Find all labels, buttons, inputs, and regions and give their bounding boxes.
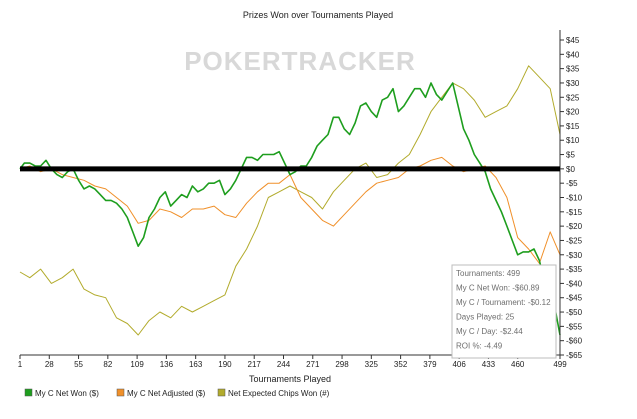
tooltip-line: My C Net Won: -$60.89 bbox=[456, 284, 540, 293]
y-tick-label: -$15 bbox=[566, 208, 583, 217]
watermark-text: POKERTRACKER bbox=[184, 46, 416, 76]
series-line-0 bbox=[19, 82, 561, 336]
y-tick-label: $40 bbox=[566, 50, 580, 59]
y-tick-label: $5 bbox=[566, 151, 575, 160]
legend-item-0[interactable]: My C Net Won ($) bbox=[24, 388, 99, 398]
x-tick-label: 271 bbox=[306, 360, 320, 369]
x-tick-label: 190 bbox=[218, 360, 232, 369]
x-tick-label: 499 bbox=[553, 360, 567, 369]
x-tick-label: 298 bbox=[335, 360, 349, 369]
legend-label: My C Net Adjusted ($) bbox=[127, 389, 206, 398]
y-tick-label: -$5 bbox=[566, 179, 578, 188]
y-tick-label: -$45 bbox=[566, 294, 583, 303]
y-tick-label: $45 bbox=[566, 36, 580, 45]
y-tick-label: -$40 bbox=[566, 279, 583, 288]
x-tick-label: 406 bbox=[452, 360, 466, 369]
series-line-2 bbox=[19, 65, 561, 336]
y-tick-label: -$50 bbox=[566, 308, 583, 317]
legend-swatch bbox=[217, 388, 226, 397]
y-tick-label: -$30 bbox=[566, 251, 583, 260]
x-tick-label: 82 bbox=[103, 360, 112, 369]
x-tick-label: 55 bbox=[74, 360, 83, 369]
y-tick-label: $25 bbox=[566, 93, 580, 102]
y-tick-label: $35 bbox=[566, 65, 580, 74]
legend-item-1[interactable]: My C Net Adjusted ($) bbox=[116, 388, 206, 398]
x-tick-label: 136 bbox=[160, 360, 174, 369]
x-tick-label: 109 bbox=[130, 360, 144, 369]
tooltip-box bbox=[451, 264, 557, 359]
y-tick-label: -$25 bbox=[566, 236, 583, 245]
x-tick-label: 325 bbox=[365, 360, 379, 369]
y-tick-label: -$20 bbox=[566, 222, 583, 231]
y-tick-label: $0 bbox=[566, 165, 575, 174]
tooltip-line: My C / Tournament: -$0.12 bbox=[456, 298, 551, 307]
tooltip: Tournaments: 499 My C Net Won: -$60.89 My … bbox=[451, 264, 557, 359]
y-tick-label: -$55 bbox=[566, 322, 583, 331]
x-tick-label: 244 bbox=[277, 360, 291, 369]
chart-title: Prizes Won over Tournaments Played bbox=[243, 10, 393, 20]
legend-swatch bbox=[116, 388, 125, 397]
tooltip-line: Tournaments: 499 bbox=[456, 269, 521, 278]
x-tick-label: 163 bbox=[189, 360, 203, 369]
x-tick-label: 352 bbox=[394, 360, 408, 369]
legend-label: My C Net Won ($) bbox=[35, 389, 99, 398]
y-tick-label: $15 bbox=[566, 122, 580, 131]
y-tick-label: -$35 bbox=[566, 265, 583, 274]
y-tick-label: $30 bbox=[566, 79, 580, 88]
y-tick-label: -$65 bbox=[566, 351, 583, 360]
legend-item-2[interactable]: Net Expected Chips Won (#) bbox=[217, 388, 330, 398]
x-axis-title: Tournaments Played bbox=[249, 374, 331, 384]
x-tick-label: 1 bbox=[18, 360, 23, 369]
x-tick-label: 379 bbox=[423, 360, 437, 369]
y-tick-label: -$10 bbox=[566, 194, 583, 203]
x-tick-label: 433 bbox=[482, 360, 496, 369]
legend[interactable]: My C Net Won ($) My C Net Adjusted ($) Net… bbox=[24, 388, 330, 398]
y-tick-label: -$60 bbox=[566, 337, 583, 346]
tooltip-line: Days Played: 25 bbox=[456, 313, 515, 322]
tooltip-line: My C / Day: -$2.44 bbox=[456, 327, 523, 336]
y-tick-label: $20 bbox=[566, 108, 580, 117]
y-tick-label: $10 bbox=[566, 136, 580, 145]
tooltip-line: ROI %: -4.49 bbox=[456, 342, 503, 351]
x-tick-label: 28 bbox=[45, 360, 54, 369]
x-tick-label: 217 bbox=[248, 360, 262, 369]
legend-swatch bbox=[24, 388, 33, 397]
legend-label: Net Expected Chips Won (#) bbox=[228, 389, 330, 398]
pokertracker-watermark: POKERTRACKER bbox=[184, 46, 416, 76]
x-tick-label: 460 bbox=[511, 360, 525, 369]
